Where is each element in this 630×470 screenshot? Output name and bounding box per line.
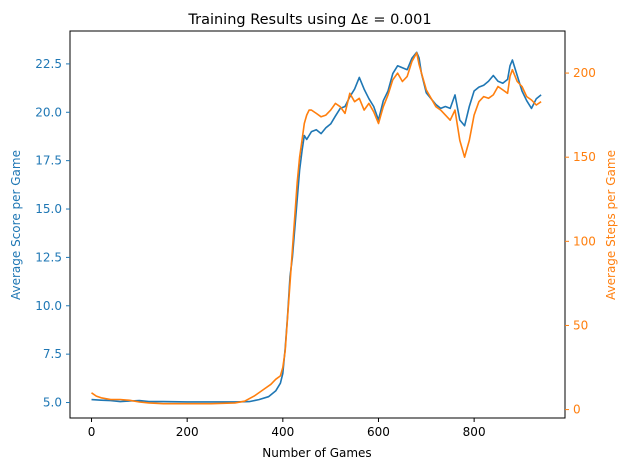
x-tick-label: 0 <box>88 425 96 439</box>
x-tick-label: 400 <box>271 425 294 439</box>
y-left-tick-label: 5.0 <box>43 396 62 410</box>
chart-title: Training Results using Δε = 0.001 <box>187 12 431 28</box>
y-axis-left-label: Average Score per Game <box>9 150 23 300</box>
y-axis-right: 0 50 100 150 200 <box>565 66 596 417</box>
y-right-tick-label: 100 <box>573 234 596 248</box>
y-axis-right-label: Average Steps per Game <box>604 150 618 300</box>
x-tick-label: 800 <box>463 425 486 439</box>
x-axis-label: Number of Games <box>262 446 371 460</box>
y-left-tick-label: 10.0 <box>35 299 62 313</box>
y-right-tick-label: 200 <box>573 66 596 80</box>
plot-area <box>91 51 542 405</box>
y-left-tick-label: 17.5 <box>35 154 62 168</box>
y-right-tick-label: 0 <box>573 403 581 417</box>
y-right-tick-label: 50 <box>573 318 588 332</box>
y-right-tick-label: 150 <box>573 150 596 164</box>
y-left-tick-label: 12.5 <box>35 250 62 264</box>
y-axis-left: 5.0 7.5 10.0 12.5 15.0 17.5 20.0 22.5 <box>35 57 70 410</box>
y-left-tick-label: 20.0 <box>35 105 62 119</box>
y-left-tick-label: 7.5 <box>43 347 62 361</box>
y-left-tick-label: 15.0 <box>35 202 62 216</box>
series-line-steps <box>91 52 542 405</box>
series-line-score <box>91 51 542 403</box>
y-left-tick-label: 22.5 <box>35 57 62 71</box>
x-axis: 0 200 400 600 800 <box>88 418 486 439</box>
x-tick-label: 600 <box>367 425 390 439</box>
plot-frame <box>69 30 566 419</box>
x-tick-label: 200 <box>176 425 199 439</box>
